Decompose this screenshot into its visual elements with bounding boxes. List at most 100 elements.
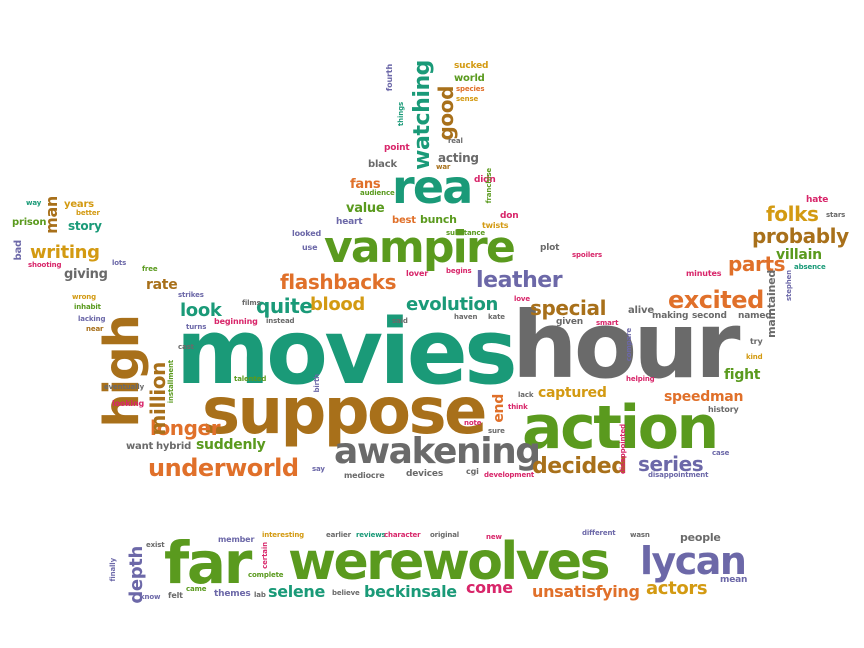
word-themes: themes: [214, 589, 251, 599]
word-films: films: [242, 299, 261, 307]
word-special: special: [530, 296, 607, 320]
word-people: people: [680, 531, 721, 544]
word-devices: devices: [406, 469, 444, 479]
word-near: near: [86, 325, 104, 333]
word-birth: birth: [313, 374, 321, 393]
word-strikes: strikes: [178, 291, 204, 299]
word-real: real: [448, 137, 463, 145]
word-hate: hate: [806, 195, 829, 205]
word-years: years: [64, 199, 94, 210]
word-instead: instead: [266, 317, 295, 325]
word-selene: selene: [268, 582, 326, 601]
word-plot: plot: [540, 243, 560, 253]
word-beckinsale: beckinsale: [364, 582, 457, 601]
word-fourth: fourth: [385, 64, 394, 92]
word-evolution: evolution: [406, 294, 499, 315]
word-development: development: [484, 471, 535, 479]
word-audience: audience: [360, 189, 395, 197]
word-decided: decided: [532, 454, 627, 479]
word-free: free: [142, 265, 158, 273]
word-helping: helping: [626, 375, 655, 383]
word-alive: alive: [628, 305, 654, 316]
word-suddenly: suddenly: [196, 437, 266, 453]
word-second: second: [692, 311, 727, 321]
word-villain: villain: [776, 247, 822, 263]
word-prison: prison: [12, 217, 47, 228]
word-talented: talented: [234, 375, 267, 383]
word-kate: kate: [488, 313, 505, 321]
word-things: things: [397, 102, 405, 127]
word-vampire: vampire: [324, 222, 516, 273]
word-value: value: [346, 201, 385, 216]
word-action: action: [522, 393, 719, 463]
word-longer: longer: [150, 416, 221, 440]
word-certain: certain: [261, 542, 269, 569]
word-different: different: [582, 529, 616, 537]
word-best: best: [392, 215, 416, 226]
word-member: member: [218, 535, 255, 544]
word-far: far: [164, 529, 252, 597]
word-franchise: franchise: [485, 168, 493, 204]
word-don: don: [500, 211, 519, 221]
word-awakening: awakening: [334, 431, 541, 472]
word-story: story: [68, 219, 102, 233]
word-wasn: wasn: [630, 531, 650, 539]
word-fight: fight: [724, 367, 761, 383]
word-compare: compare: [625, 328, 633, 362]
word-said: said: [392, 317, 408, 325]
word-species: species: [456, 85, 485, 93]
word-sure: sure: [488, 427, 505, 435]
word-stephen: stephen: [785, 270, 793, 302]
word-lots: lots: [112, 259, 127, 267]
word-given: given: [556, 317, 584, 327]
word-flashbacks: flashbacks: [280, 270, 397, 294]
word-good: good: [434, 86, 458, 141]
word-earlier: earlier: [326, 531, 351, 539]
word-think: think: [508, 403, 528, 411]
word-didn: didn: [474, 175, 496, 185]
word-captured: captured: [538, 385, 607, 401]
word-minutes: minutes: [686, 269, 722, 278]
word-case: case: [712, 449, 730, 457]
word-giving: giving: [64, 267, 108, 282]
word-begins: begins: [446, 267, 472, 275]
word-stars: stars: [826, 211, 846, 219]
word-haven: haven: [454, 313, 478, 321]
word-know: know: [140, 593, 161, 601]
word-sucked: sucked: [454, 61, 489, 71]
word-blood: blood: [310, 294, 365, 315]
word-come: come: [466, 578, 513, 597]
word-note: note: [464, 419, 482, 427]
word-sense: sense: [456, 95, 479, 103]
word-smart: smart: [596, 319, 619, 327]
word-high: high: [94, 316, 150, 428]
word-series: series: [638, 452, 704, 476]
word-lycan: lycan: [640, 539, 747, 583]
word-reviews: reviews: [356, 531, 386, 539]
word-absence: absence: [794, 263, 826, 271]
word-rate: rate: [146, 277, 178, 293]
word-acting: acting: [438, 151, 479, 165]
word-lover: lover: [406, 269, 429, 278]
word-underworld: underworld: [148, 454, 299, 482]
word-writing: writing: [30, 242, 100, 263]
word-making: making: [652, 311, 689, 321]
word-hour: hour: [512, 292, 741, 399]
word-end: end: [491, 394, 507, 423]
word-turns: turns: [186, 323, 207, 331]
word-world: world: [454, 73, 485, 84]
word-use: use: [302, 243, 318, 252]
word-war: war: [436, 163, 451, 171]
word-spoilers: spoilers: [572, 251, 603, 259]
word-came: came: [186, 585, 207, 593]
word-watching: watching: [410, 60, 435, 170]
word-wrong: wrong: [72, 293, 97, 301]
word-rea: rea: [392, 160, 473, 214]
word-want: want: [126, 441, 154, 452]
word-substance: substance: [446, 229, 486, 237]
word-lab: lab: [254, 591, 266, 599]
word-looking: looking: [112, 399, 145, 408]
word-cast: cast: [178, 343, 194, 351]
word-believe: believe: [332, 589, 360, 597]
